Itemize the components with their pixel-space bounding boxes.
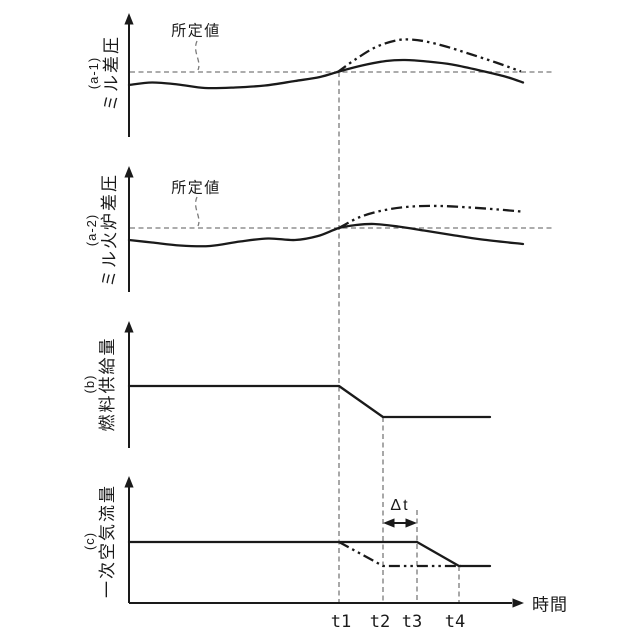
panel-title-b: 燃料供給量 [97,336,117,432]
tick-label-t3: t3 [401,612,423,632]
time-axis-label: 時間 [532,595,568,615]
panel-title-a2: ミル火炉差圧 [99,173,119,287]
y-axis-label-b: (b) 燃料供給量 [82,336,117,432]
tick-label-t2: t2 [369,612,391,632]
y-axis-label-a2: (a-2) ミル火炉差圧 [84,173,119,287]
threshold-label-a1: 所定値 [171,22,221,40]
panel-title-c: 一次空気流量 [97,484,117,598]
panel-tag-b: (b) [82,374,98,394]
panel-tag-a2: (a-2) [84,213,100,247]
threshold-label-a2: 所定値 [171,179,221,197]
y-axis-label-c: (c) 一次空気流量 [82,484,117,598]
tick-label-t1: t1 [330,612,352,632]
panel-tag-a1: (a-1) [86,56,102,90]
panel-title-a1: ミル差圧 [101,35,121,111]
y-axis-label-a1: (a-1) ミル差圧 [86,35,121,111]
tick-label-t4: t4 [444,612,466,632]
panel-tag-c: (c) [82,531,98,551]
delta-t-label: Δt [390,497,410,514]
